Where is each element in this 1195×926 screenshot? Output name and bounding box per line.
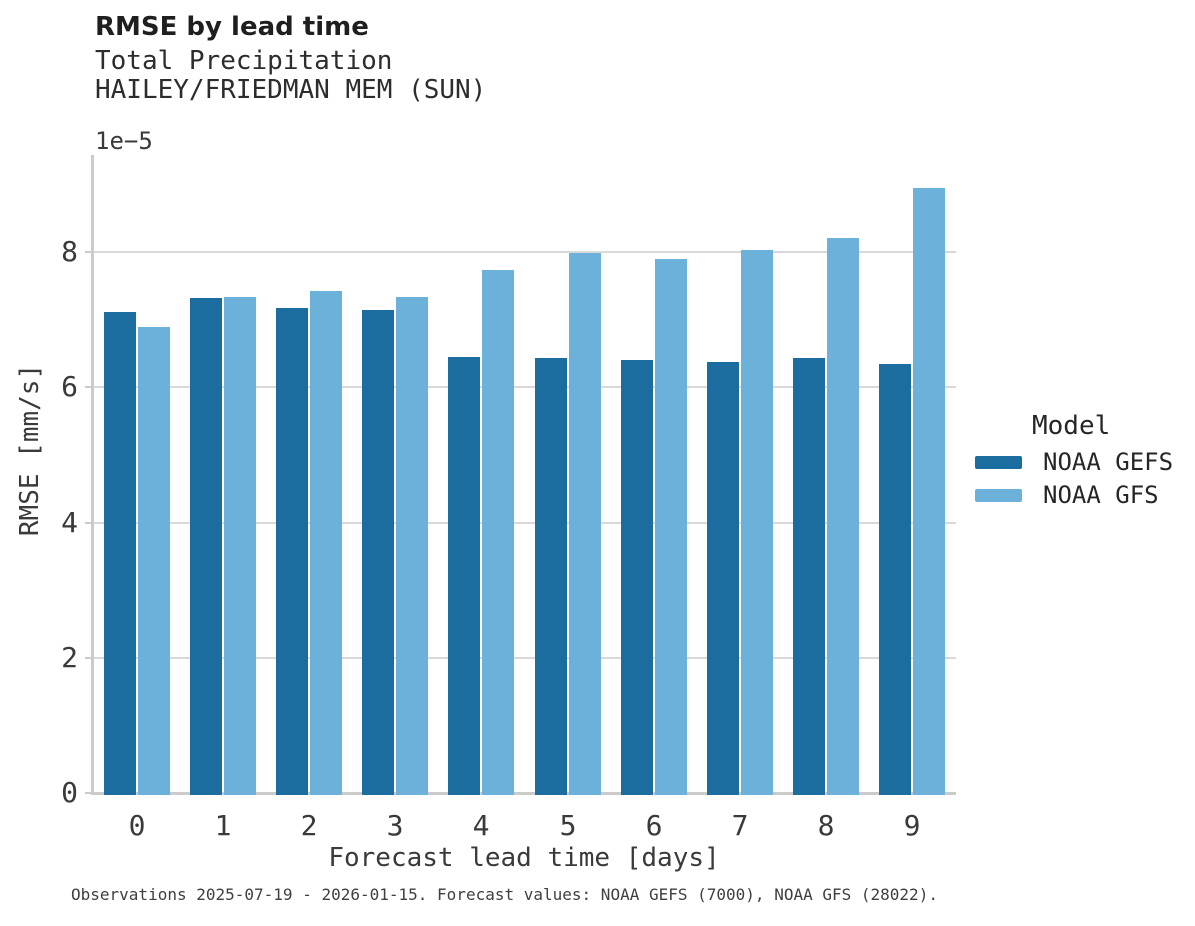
legend-swatch-noaa-gfs: [975, 488, 1022, 502]
gridline-y-6: [93, 386, 956, 389]
x-axis-spine: [91, 792, 956, 795]
bar-noaa-gfs-4: [482, 270, 514, 795]
x-axis-label: Forecast lead time [days]: [328, 843, 720, 873]
legend-item-noaa-gefs: NOAA GEFS: [975, 446, 1173, 478]
gridline-y-4: [93, 521, 956, 524]
subtitle-line-2: HAILEY/FRIEDMAN MEM (SUN): [95, 75, 487, 105]
chart-caption: Observations 2025-07-19 - 2026-01-15. Fo…: [71, 885, 938, 904]
bar-noaa-gfs-1: [224, 297, 256, 795]
bar-noaa-gfs-8: [827, 238, 859, 795]
bar-noaa-gefs-8: [793, 358, 825, 795]
y-tickmark-6: [85, 386, 93, 389]
bar-noaa-gfs-2: [310, 291, 342, 795]
x-tick-label-6: 6: [645, 809, 663, 842]
y-tick-label-2: 2: [61, 640, 78, 674]
x-tick-label-3: 3: [386, 809, 404, 842]
bar-noaa-gefs-3: [362, 310, 394, 795]
y-tick-label-6: 6: [61, 370, 78, 404]
legend-label-noaa-gefs: NOAA GEFS: [1043, 448, 1174, 476]
gridline-y-2: [93, 656, 956, 659]
legend-title: Model: [1032, 411, 1111, 441]
chart-title: RMSE by lead time: [95, 12, 369, 42]
bar-noaa-gefs-7: [707, 362, 739, 795]
legend-swatch-noaa-gefs: [975, 455, 1022, 469]
y-tick-label-4: 4: [61, 505, 78, 539]
y-tickmark-0: [85, 792, 93, 794]
bar-noaa-gfs-0: [138, 327, 170, 795]
bar-noaa-gefs-1: [190, 298, 222, 795]
bar-noaa-gfs-5: [569, 253, 601, 795]
bar-noaa-gfs-3: [396, 297, 428, 795]
x-tick-label-2: 2: [300, 809, 318, 842]
bar-noaa-gefs-2: [276, 308, 308, 795]
bar-noaa-gfs-6: [655, 259, 687, 795]
y-tick-label-0: 0: [61, 776, 78, 809]
bar-noaa-gfs-9: [913, 188, 945, 795]
gridline-y-8: [93, 251, 956, 254]
y-axis-spine: [91, 155, 94, 795]
legend-item-noaa-gfs: NOAA GFS: [975, 479, 1159, 511]
legend-label-noaa-gfs: NOAA GFS: [1043, 481, 1159, 509]
bar-noaa-gefs-0: [104, 312, 136, 795]
x-tick-label-5: 5: [559, 809, 577, 842]
bar-noaa-gefs-4: [448, 357, 480, 795]
chart-subtitle: Total Precipitation HAILEY/FRIEDMAN MEM …: [95, 47, 486, 105]
bar-noaa-gfs-7: [741, 250, 773, 795]
x-tick-label-9: 9: [903, 809, 921, 842]
y-tickmark-2: [85, 656, 93, 659]
subtitle-line-1: Total Precipitation: [95, 46, 393, 76]
x-tick-label-0: 0: [128, 809, 146, 842]
bar-noaa-gefs-9: [879, 364, 911, 795]
y-axis-offset-label: 1e−5: [95, 127, 153, 155]
x-tick-label-8: 8: [817, 809, 835, 842]
x-tick-label-1: 1: [214, 809, 232, 842]
x-tick-label-4: 4: [472, 809, 490, 842]
y-tickmark-4: [85, 521, 93, 524]
y-tick-label-8: 8: [61, 235, 78, 269]
bar-noaa-gefs-5: [535, 358, 567, 795]
y-tickmark-8: [85, 251, 93, 254]
x-tick-label-7: 7: [731, 809, 749, 842]
bar-noaa-gefs-6: [621, 360, 653, 795]
